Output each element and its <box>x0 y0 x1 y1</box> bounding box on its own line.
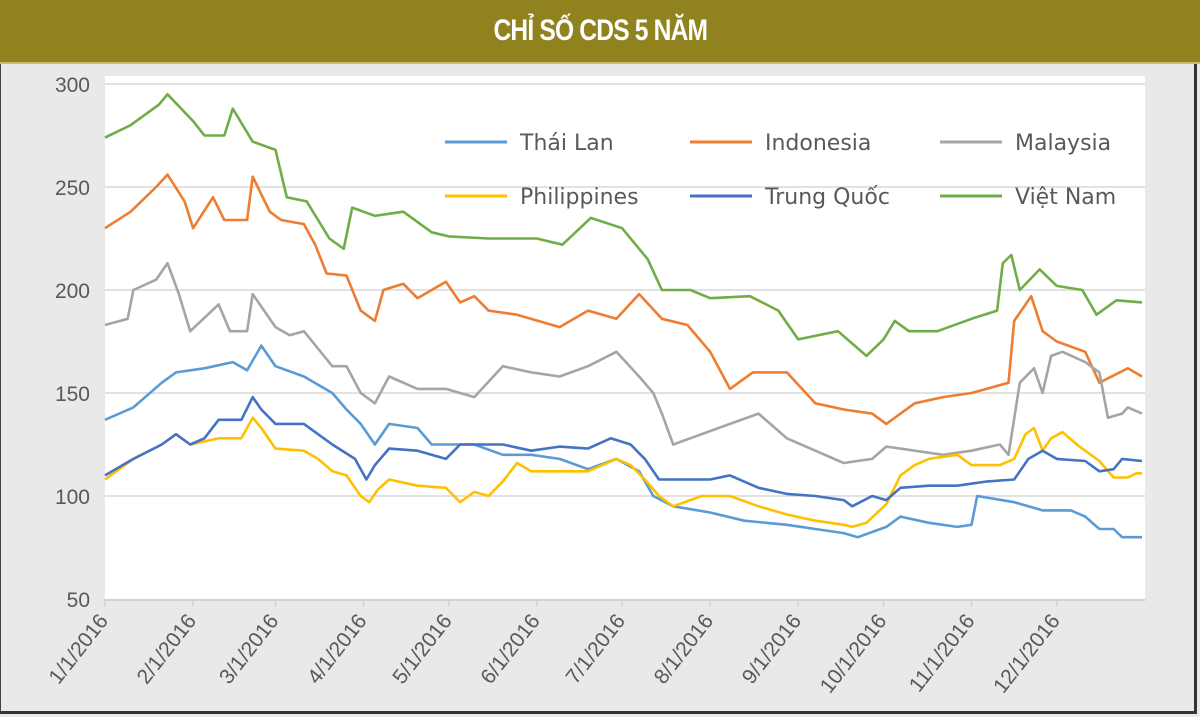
x-tick-label: 6/1/2016 <box>476 610 544 689</box>
y-tick-label: 50 <box>67 589 90 612</box>
x-tick-label: 1/1/2016 <box>44 610 112 689</box>
series-line-5 <box>104 93 1143 358</box>
x-tick-label: 10/1/2016 <box>816 610 892 698</box>
legend-label: Trung Quốc <box>764 185 890 210</box>
x-tick-label: 11/1/2016 <box>905 610 980 697</box>
legend-item: Malaysia <box>940 131 1111 156</box>
legend-item: Thái Lan <box>445 131 614 156</box>
series-line-4 <box>104 395 1143 508</box>
legend-item: Việt Nam <box>940 185 1116 210</box>
legend-label: Việt Nam <box>1015 185 1116 210</box>
legend-label: Philippines <box>520 185 639 210</box>
y-tick-label: 100 <box>55 486 90 509</box>
x-tick-label: 7/1/2016 <box>562 610 630 689</box>
x-tick-label: 4/1/2016 <box>303 610 371 689</box>
plot-area <box>105 76 1145 600</box>
legend-item: Philippines <box>445 185 639 210</box>
x-tick-label: 2/1/2016 <box>133 610 201 689</box>
chart-title: CHỈ SỐ CDS 5 NĂM <box>493 14 708 47</box>
y-tick-label: 200 <box>55 280 90 303</box>
series-line-1 <box>104 173 1143 426</box>
x-tick-label: 3/1/2016 <box>215 610 283 689</box>
legend-label: Indonesia <box>765 131 871 156</box>
x-tick-label: 9/1/2016 <box>738 610 806 689</box>
y-tick-label: 250 <box>55 177 90 200</box>
series-line-3 <box>104 416 1142 529</box>
legend-label: Thái Lan <box>519 131 614 156</box>
series-line-2 <box>104 261 1143 465</box>
x-tick-label: 8/1/2016 <box>650 610 718 689</box>
legend-item: Trung Quốc <box>690 185 890 210</box>
legend-label: Malaysia <box>1015 131 1111 156</box>
y-tick-label: 300 <box>55 74 90 97</box>
x-tick-label: 12/1/2016 <box>989 610 1065 698</box>
legend-item: Indonesia <box>690 131 871 156</box>
y-tick-label: 150 <box>55 383 90 406</box>
x-tick-label: 5/1/2016 <box>388 610 456 689</box>
chart-frame <box>0 64 1197 714</box>
title-bar: CHỈ SỐ CDS 5 NĂM <box>0 0 1200 64</box>
